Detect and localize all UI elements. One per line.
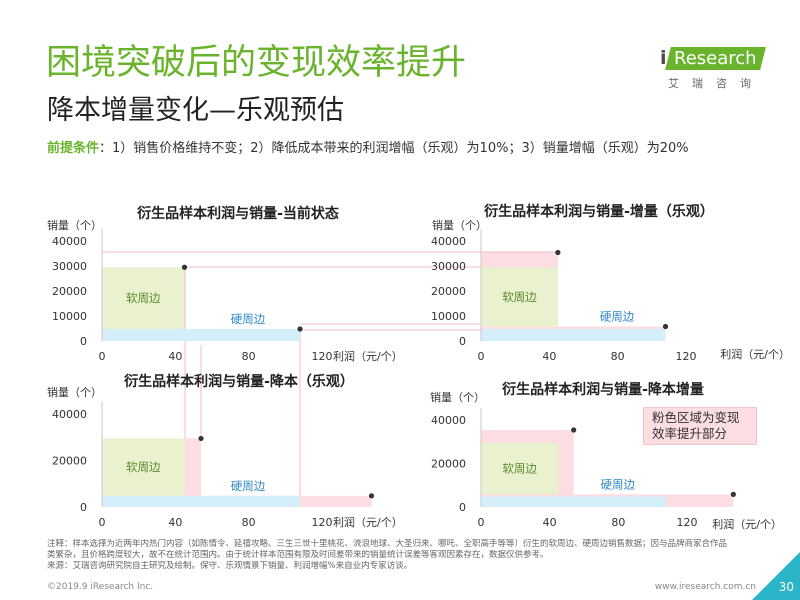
x-tick-label: 0 xyxy=(478,350,485,363)
y-axis-label: 销量（个） xyxy=(432,218,487,232)
soft-merch-point xyxy=(181,264,188,270)
y-axis-label: 销量（个） xyxy=(47,218,102,232)
logo-chinese-name: 艾瑞咨询 xyxy=(668,77,764,90)
y-tick-label: 10000 xyxy=(431,310,466,323)
y-tick-label: 20000 xyxy=(431,458,466,471)
y-tick-label: 40000 xyxy=(431,235,466,248)
y-tick-label: 30000 xyxy=(431,260,466,273)
x-axis-label: 利润（元/个） xyxy=(720,347,790,361)
x-tick-label: 80 xyxy=(611,350,625,363)
hard-merch-point xyxy=(730,491,736,497)
chart-title: 衍生品样本利润与销量-降本（乐观） xyxy=(123,373,354,390)
x-tick-label: 40 xyxy=(543,516,557,529)
hard-merch-label: 硬周边 xyxy=(231,479,266,493)
soft-merch-label: 软周边 xyxy=(502,290,537,304)
chart-cost-reduction-optimistic: 衍生品样本利润与销量-降本（乐观） 销量（个） 利润（元/个） xyxy=(47,373,403,529)
x-axis-label: 利润（元/个） xyxy=(333,349,403,363)
y-tick-label: 20000 xyxy=(52,455,87,468)
copyright: ©2019.9 iResearch Inc. xyxy=(47,582,154,592)
page-number: 30 xyxy=(778,580,794,594)
x-tick-label: 40 xyxy=(168,350,182,363)
soft-merch-label: 软周边 xyxy=(502,462,537,476)
iresearch-logo: i Research 艾瑞咨询 xyxy=(660,47,765,95)
y-tick-label: 40000 xyxy=(52,235,87,248)
y-tick-label: 0 xyxy=(80,501,87,514)
chart-cost-reduction-increment: 衍生品样本利润与销量-降本增量 销量（个） 利润（元/个） xyxy=(430,381,782,531)
hard-merch-point xyxy=(662,323,669,330)
hard-merch-base-area xyxy=(102,329,300,341)
x-tick-label: 120 xyxy=(312,516,333,529)
source-line: 来源：艾瑞咨询研究院自主研究及绘制。保守、乐观情景下销量、利润增幅%来自业内专家… xyxy=(47,561,413,571)
y-tick-label: 20000 xyxy=(431,285,466,298)
x-axis-label: 利润（元/个） xyxy=(712,517,782,531)
annotation-line: 粉色区域为变现 xyxy=(652,410,740,425)
x-axis-label: 利润（元/个） xyxy=(333,515,403,529)
logo-mark: i xyxy=(660,47,667,69)
x-tick-label: 80 xyxy=(611,516,625,529)
x-tick-label: 80 xyxy=(242,516,256,529)
y-axis-label: 销量（个） xyxy=(430,390,485,404)
premise-label: 前提条件 xyxy=(47,141,100,156)
page-title: 困境突破后的变现效率提升 xyxy=(46,43,467,83)
premise-text: ：1）销售价格维持不变；2）降低成本带来的利润增幅（乐观）为10%；3）销量增幅… xyxy=(99,141,689,156)
x-tick-label: 0 xyxy=(99,516,106,529)
page-subtitle: 降本增量变化—乐观预估 xyxy=(47,95,344,126)
soft-merch-label: 软周边 xyxy=(126,460,161,474)
logo-wordmark: i Research xyxy=(660,47,765,70)
hard-merch-base-area xyxy=(481,496,667,507)
x-tick-label: 80 xyxy=(242,350,256,363)
chart-title: 衍生品样本利润与销量-增量（乐观） xyxy=(483,203,714,220)
hard-merch-base-area xyxy=(481,329,666,341)
y-tick-label: 0 xyxy=(80,335,87,348)
website-link[interactable]: www.iresearch.com.cn xyxy=(654,582,756,592)
soft-merch-base-area xyxy=(102,267,185,341)
chart-title: 衍生品样本利润与销量-当前状态 xyxy=(136,205,339,222)
guide-lines xyxy=(102,251,557,507)
footnote-line: 注释：样本选择为近两年内热门内容（如陈情令、延禧攻略、三生三世十里桃花、流浪地球… xyxy=(47,539,728,549)
x-tick-label: 40 xyxy=(168,516,182,529)
hard-merch-point xyxy=(297,326,303,332)
hard-merch-base-area xyxy=(102,495,300,507)
hard-merch-point xyxy=(368,493,375,499)
hard-merch-label: 硬周边 xyxy=(600,310,635,324)
chart-current-state: 衍生品样本利润与销量-当前状态 销量（个） 利润（元/个） xyxy=(47,205,403,363)
footnotes: 注释：样本选择为近两年内热门内容（如陈情令、延禧攻略、三生三世十里桃花、流浪地球… xyxy=(47,539,759,572)
soft-merch-point xyxy=(198,435,204,442)
hard-merch-label: 硬周边 xyxy=(600,477,635,491)
x-tick-label: 40 xyxy=(542,350,556,363)
soft-merch-label: 软周边 xyxy=(126,291,161,305)
x-tick-label: 0 xyxy=(99,350,106,363)
y-axis-label: 销量（个） xyxy=(47,385,102,399)
soft-merch-point xyxy=(571,427,577,433)
y-tick-label: 0 xyxy=(459,335,466,348)
annotation-line: 效率提升部分 xyxy=(652,426,728,441)
y-tick-label: 0 xyxy=(459,501,466,514)
hard-merch-label: 硬周边 xyxy=(231,312,266,326)
x-tick-label: 120 xyxy=(312,350,333,363)
soft-merch-point xyxy=(555,249,561,256)
y-tick-label: 10000 xyxy=(52,310,87,323)
annotation-box: 粉色区域为变现 效率提升部分 xyxy=(643,407,757,445)
chart-increment-optimistic: 衍生品样本利润与销量-增量（乐观） 销量（个） 利润（元/个） xyxy=(432,203,790,361)
y-tick-label: 40000 xyxy=(52,408,87,421)
x-tick-label: 120 xyxy=(677,516,698,529)
y-tick-label: 40000 xyxy=(431,414,466,427)
soft-merch-base-area xyxy=(102,438,185,507)
footnote-line: 类繁杂，且价格跨度较大，故不在统计范围内。由于统计样本范围有限及时间差带来的销量… xyxy=(47,550,549,560)
y-tick-label: 20000 xyxy=(52,285,87,298)
x-tick-label: 0 xyxy=(478,516,485,529)
x-tick-label: 120 xyxy=(676,350,697,363)
premise-line: 前提条件：1）销售价格维持不变；2）降低成本带来的利润增幅（乐观）为10%；3）… xyxy=(47,140,689,158)
y-tick-label: 30000 xyxy=(52,260,87,273)
chart-title: 衍生品样本利润与销量-降本增量 xyxy=(501,381,704,398)
